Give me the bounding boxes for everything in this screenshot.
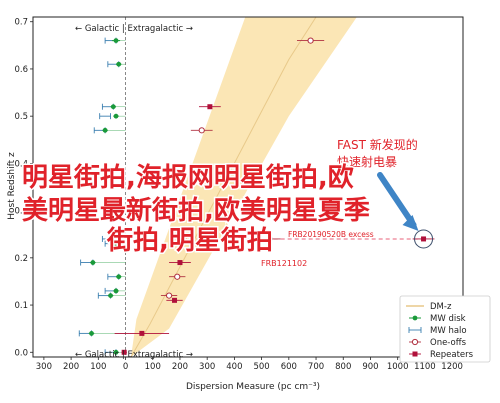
x-tick-label: 300: [199, 362, 215, 372]
y-tick-label: 0.6: [14, 65, 28, 75]
y-tick-label: 0.3: [14, 207, 28, 217]
overlay-line-1: 明星街拍,海报网明星街拍,欧: [22, 162, 354, 193]
x-tick-label: 200: [172, 362, 188, 372]
dm-z-relation-line: [130, 17, 317, 357]
mw-disk-point: [113, 113, 119, 119]
legend-disk-swatch: [412, 315, 418, 321]
legend-label: MW disk: [430, 314, 466, 324]
plot-frame: [32, 16, 464, 358]
mw-disk-point: [90, 260, 96, 265]
dm-z-band: [130, 17, 357, 357]
x-tick-label: 700: [308, 362, 324, 372]
mw-disk-point: [112, 236, 118, 242]
x-tick-label: 600: [281, 362, 297, 372]
x-tick-label: 100: [90, 362, 106, 372]
x-tick-label: 1000: [387, 362, 409, 372]
x-tick-label: 800: [335, 362, 351, 372]
mw-disk-point: [89, 330, 94, 336]
legend-label: One-offs: [430, 338, 467, 348]
legend-box: [399, 295, 491, 363]
x-tick-label: 400: [226, 362, 242, 372]
repeater-point: [139, 330, 145, 336]
repeater-point: [421, 236, 427, 242]
x-tick-label: 500: [253, 362, 269, 372]
legend-label: MW halo: [430, 326, 467, 336]
y-tick-label: 0.0: [14, 348, 28, 358]
mw-disk-point: [116, 61, 122, 67]
x-tick-label: 1200: [441, 362, 463, 372]
y-tick-label: 0.2: [14, 254, 28, 264]
x-tick-label: 0: [123, 362, 128, 372]
legend-repeater-swatch: [412, 351, 418, 357]
y-tick-label: 0.4: [14, 159, 28, 169]
region-label-bottom: ← Galactic | Extragalactic →: [75, 350, 193, 360]
mw-disk-point: [108, 293, 113, 299]
x-tick-label: 300: [36, 362, 52, 372]
overlay-line-2: 美明星最新街拍,欧美明星夏季: [22, 195, 370, 226]
x-tick-label: 200: [63, 362, 79, 372]
y-axis-title: Host Redshift z: [7, 152, 17, 220]
frb121102-annotation: FRB121102: [261, 259, 307, 268]
repeater-point: [207, 104, 213, 110]
plot-area: [32, 16, 464, 358]
mw-disk-point: [113, 349, 119, 355]
one-off-point: [198, 127, 205, 134]
mw-disk-point: [113, 38, 119, 44]
mw-disk-point: [113, 288, 119, 294]
region-label-top: ← Galactic | Extragalactic →: [75, 24, 193, 34]
y-tick-label: 0.5: [14, 112, 28, 122]
legend-oneoff-swatch: [411, 338, 419, 346]
fast-annotation-line2: 快速射电暴: [337, 154, 397, 169]
one-off-point: [174, 273, 181, 280]
axis-ticks: 300 200 100 0 100 200 300 400 500 600 700 800 900 100…: [14, 18, 462, 372]
x-axis-title: Dispersion Measure (pc cm⁻³): [186, 382, 320, 392]
x-tick-label: 100: [145, 362, 161, 372]
mw-disk-point: [102, 127, 108, 133]
one-off-point: [266, 235, 273, 243]
y-tick-label: 0.7: [14, 18, 28, 28]
y-tick-label: 0.1: [14, 301, 28, 311]
x-tick-label: 900: [362, 362, 378, 372]
x-tick-label: 1100: [414, 362, 436, 372]
excess-annotation: FRB20190520B excess: [288, 230, 374, 239]
mw-disk-point: [116, 274, 122, 280]
fast-annotation-line1: FAST 新发现的: [337, 137, 418, 152]
legend-label: DM-z: [430, 302, 452, 312]
legend-label: Repeaters: [430, 350, 474, 360]
repeater-point: [121, 349, 127, 355]
repeater-point: [172, 297, 178, 303]
one-off-point: [307, 37, 314, 44]
fast-arrow-head: [402, 214, 419, 231]
overlay-line-3: 街拍,明星街拍: [106, 226, 273, 256]
mw-disk-point: [110, 104, 116, 110]
legend: DM-z MW disk MW halo One-offs Repeaters: [399, 295, 491, 363]
fast-arrow-shaft: [377, 172, 417, 228]
one-off-point: [165, 292, 173, 299]
mw-disk-point: [113, 241, 119, 247]
highlight-circle: [414, 229, 434, 249]
repeater-point: [177, 260, 183, 266]
